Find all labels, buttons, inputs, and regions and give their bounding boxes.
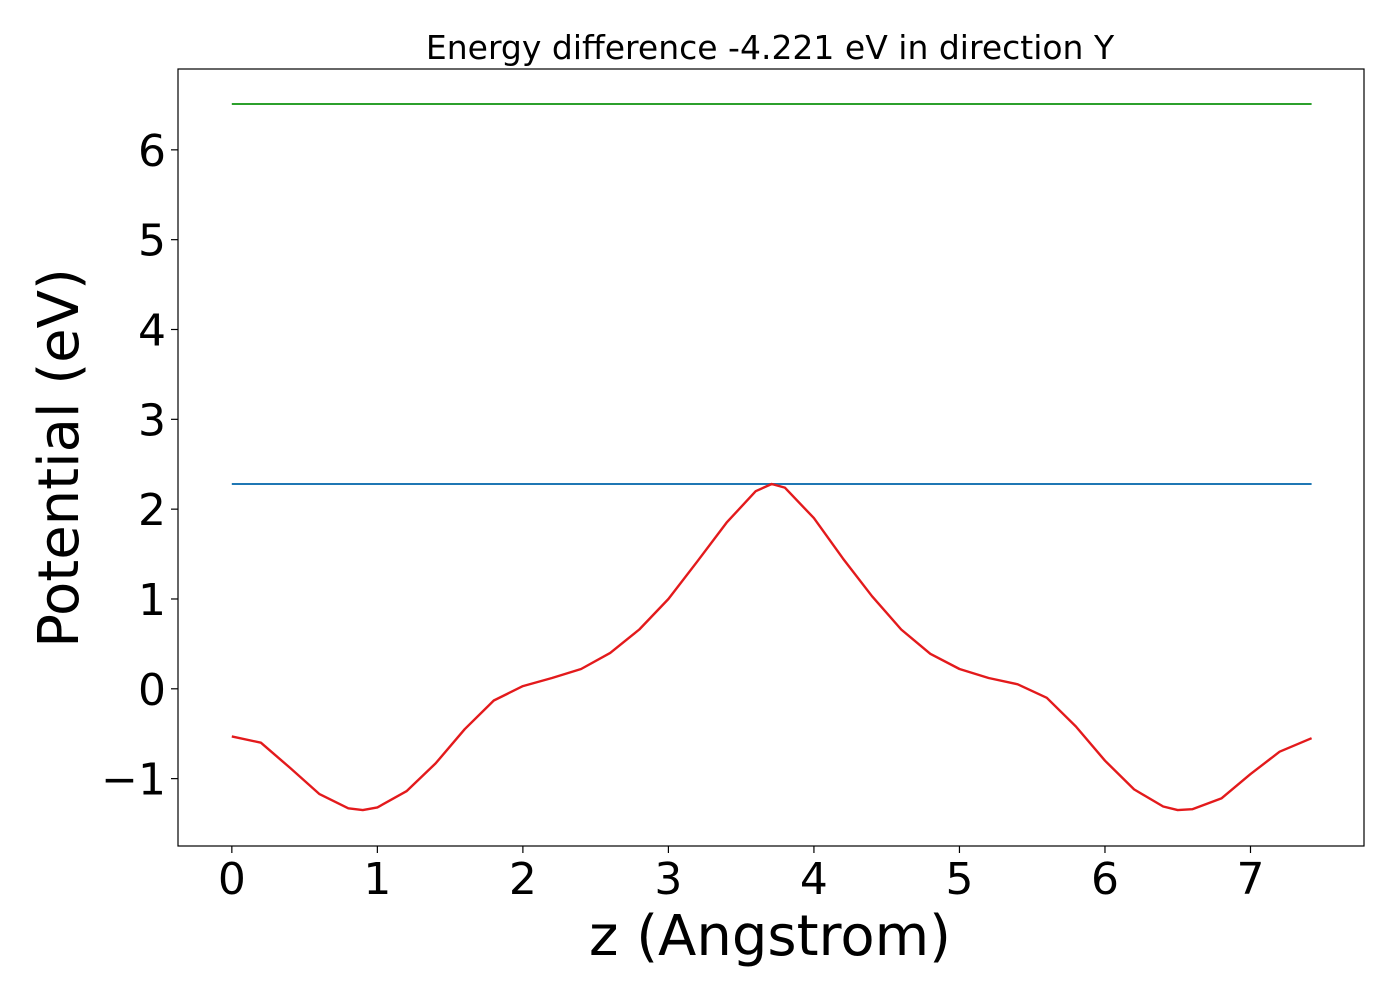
x-ticks: 0 1 2 3 4 5 6 7 bbox=[218, 846, 1264, 905]
y-tick-label: 2 bbox=[138, 485, 166, 536]
y-tick-label: −1 bbox=[101, 755, 166, 806]
x-tick-label: 7 bbox=[1236, 854, 1264, 905]
y-tick-label: 5 bbox=[138, 216, 166, 267]
x-tick-label: 6 bbox=[1091, 854, 1119, 905]
x-tick-label: 2 bbox=[509, 854, 537, 905]
y-tick-label: 4 bbox=[138, 305, 166, 356]
y-axis-label: Potential (eV) bbox=[27, 268, 92, 648]
y-tick-label: 0 bbox=[138, 665, 166, 716]
x-tick-label: 3 bbox=[654, 854, 682, 905]
y-tick-label: 1 bbox=[138, 575, 166, 626]
chart-title: Energy difference -4.221 eV in direction… bbox=[426, 28, 1115, 67]
x-axis-label: z (Angstrom) bbox=[589, 904, 951, 969]
x-tick-label: 4 bbox=[800, 854, 828, 905]
y-tick-label: 3 bbox=[138, 395, 166, 446]
x-tick-label: 0 bbox=[218, 854, 246, 905]
series-line-3 bbox=[231, 482, 1313, 812]
x-tick-label: 5 bbox=[945, 854, 973, 905]
series-layer bbox=[231, 103, 1313, 812]
x-tick-label: 1 bbox=[363, 854, 391, 905]
y-ticks: −1 0 1 2 3 4 5 6 bbox=[101, 126, 178, 806]
y-tick-label: 6 bbox=[138, 126, 166, 177]
plot-frame bbox=[177, 68, 1365, 847]
